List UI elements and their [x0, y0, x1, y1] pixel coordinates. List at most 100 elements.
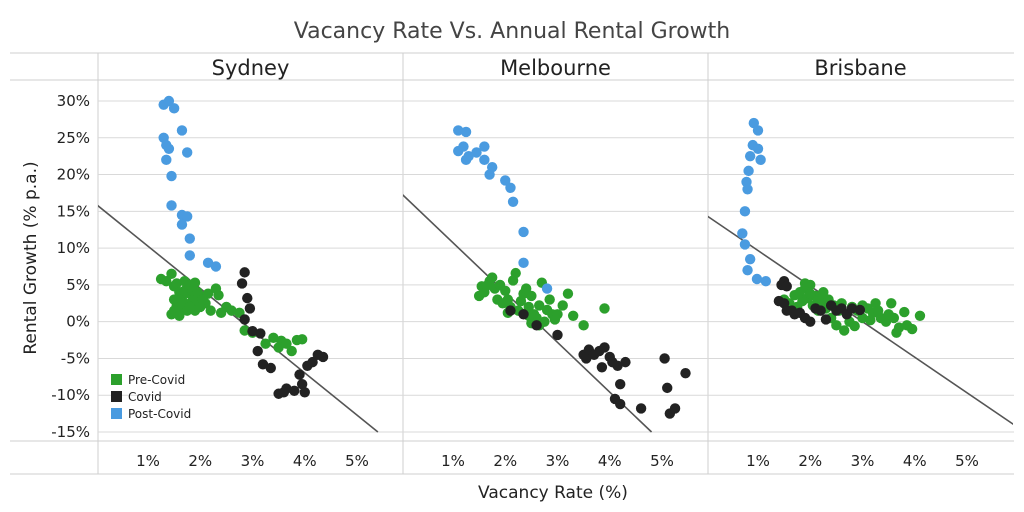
- x-tick-label: 5%: [345, 452, 369, 470]
- data-point: [596, 362, 608, 373]
- data-point: [883, 309, 894, 320]
- data-point: [463, 150, 474, 162]
- data-point: [189, 277, 201, 288]
- series-post-covid: [453, 125, 553, 294]
- data-point: [744, 253, 756, 265]
- legend-label: Pre-Covid: [128, 373, 185, 387]
- data-point: [255, 328, 266, 339]
- data-point: [286, 345, 297, 357]
- data-point: [518, 226, 529, 238]
- data-point: [578, 320, 589, 331]
- y-tick-label: 10%: [57, 239, 90, 257]
- y-tick-label: -5%: [61, 349, 90, 367]
- legend-swatch: [111, 408, 122, 419]
- data-point: [831, 320, 842, 331]
- data-point: [281, 338, 292, 349]
- data-point: [612, 360, 623, 371]
- data-point: [453, 125, 464, 136]
- data-point: [818, 287, 829, 298]
- y-tick-label: 30%: [57, 92, 90, 110]
- series-post-covid: [737, 117, 772, 287]
- y-tick-label: 20%: [57, 166, 90, 184]
- data-point: [202, 288, 214, 299]
- data-point: [202, 257, 214, 269]
- x-tick-label: 4%: [903, 452, 927, 470]
- data-point: [615, 398, 626, 410]
- data-point: [471, 147, 482, 158]
- data-point: [236, 278, 248, 289]
- data-point: [562, 288, 574, 299]
- data-point: [296, 334, 308, 345]
- data-point: [751, 273, 763, 285]
- data-point: [252, 345, 263, 357]
- data-point: [659, 353, 670, 364]
- data-point: [226, 305, 237, 316]
- y-axis-label: Rental Growth (% p.a.): [21, 161, 41, 354]
- data-point: [184, 250, 195, 261]
- data-point: [500, 175, 511, 186]
- y-tick-label: 0%: [66, 313, 90, 331]
- data-point: [176, 294, 188, 305]
- data-point: [839, 325, 850, 336]
- data-point: [799, 278, 811, 289]
- data-point: [893, 322, 905, 333]
- data-point: [460, 126, 472, 138]
- data-point: [743, 165, 754, 177]
- y-tick-label: 25%: [57, 129, 90, 147]
- data-point: [906, 323, 918, 335]
- data-point: [265, 362, 276, 374]
- y-tick-label: -10%: [51, 386, 90, 404]
- data-point: [278, 387, 290, 398]
- data-point: [531, 320, 542, 331]
- data-point: [317, 351, 329, 363]
- data-point: [544, 294, 555, 305]
- data-point: [523, 301, 534, 313]
- panel-title: Brisbane: [814, 56, 906, 80]
- data-point: [914, 310, 926, 321]
- series-post-covid: [158, 95, 222, 272]
- x-tick-label: 2%: [493, 452, 517, 470]
- data-point: [168, 103, 180, 114]
- data-point: [552, 329, 563, 341]
- data-point: [680, 367, 691, 379]
- series-covid: [773, 276, 866, 327]
- data-point: [497, 298, 508, 309]
- data-point: [620, 356, 631, 368]
- data-point: [854, 304, 866, 316]
- panel-title: Melbourne: [500, 56, 611, 80]
- data-point: [166, 268, 177, 280]
- legend-swatch: [111, 374, 122, 385]
- data-point: [534, 300, 545, 311]
- data-point: [299, 387, 310, 398]
- data-point: [181, 147, 193, 158]
- data-point: [755, 154, 766, 166]
- data-point: [552, 309, 563, 320]
- data-point: [567, 310, 579, 321]
- data-point: [171, 278, 182, 289]
- x-tick-label: 3%: [241, 452, 265, 470]
- data-point: [205, 305, 216, 316]
- trendline: [98, 204, 379, 433]
- data-point: [744, 150, 756, 162]
- data-point: [247, 326, 258, 337]
- data-point: [520, 283, 532, 294]
- data-point: [599, 303, 610, 314]
- data-point: [662, 382, 673, 394]
- data-point: [166, 200, 177, 211]
- data-point: [518, 257, 529, 269]
- data-point: [541, 283, 553, 294]
- data-point: [505, 182, 516, 193]
- data-point: [481, 280, 493, 291]
- data-point: [820, 314, 832, 325]
- data-point: [479, 154, 490, 166]
- data-point: [307, 356, 318, 368]
- y-tick-label: 5%: [66, 276, 90, 294]
- x-tick-label: 4%: [598, 452, 622, 470]
- data-point: [505, 305, 516, 316]
- y-axis: 30% 25% 20% 15% 10% 5% 0% -5% -10% -15%: [51, 92, 90, 441]
- data-point: [557, 300, 568, 311]
- panels-layer: Sydney Melbourne Brisbane: [98, 56, 1013, 433]
- data-point: [739, 206, 751, 217]
- x-tick-label: 2%: [188, 452, 212, 470]
